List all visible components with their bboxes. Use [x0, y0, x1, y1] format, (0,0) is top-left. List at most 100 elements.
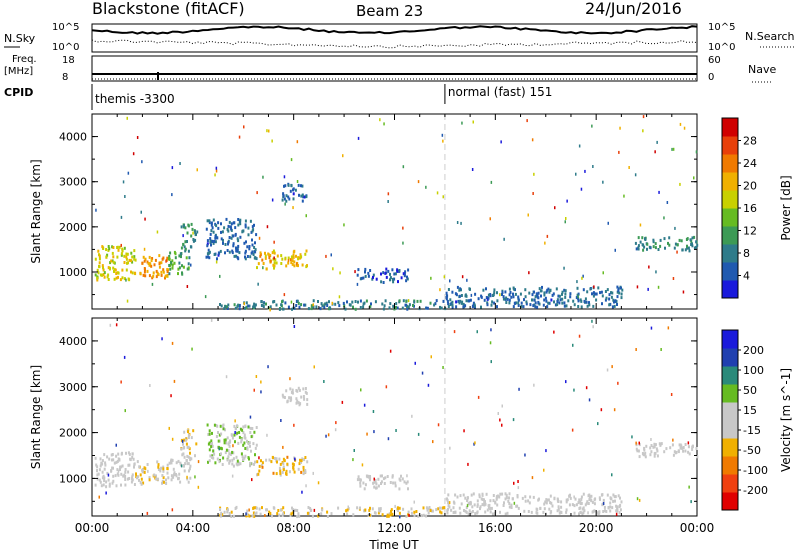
data-pixel	[639, 240, 642, 244]
data-pixel	[565, 500, 568, 504]
data-pixel	[171, 458, 174, 462]
data-pixel	[110, 259, 113, 263]
data-pixel	[307, 506, 310, 509]
data-pixel	[584, 503, 587, 507]
data-pixel	[127, 261, 129, 265]
data-pixel	[268, 510, 271, 514]
data-pixel	[131, 475, 134, 479]
data-pixel	[565, 304, 568, 308]
data-pixel	[160, 270, 163, 274]
data-pixel	[389, 481, 392, 484]
data-pixel	[489, 341, 492, 345]
data-pixel	[610, 291, 612, 295]
data-pixel	[216, 457, 219, 461]
data-pixel	[226, 458, 229, 462]
colorbar-tick-label: -100	[743, 464, 768, 477]
data-pixel	[302, 465, 305, 469]
data-pixel	[280, 419, 282, 422]
data-pixel	[616, 290, 619, 294]
data-pixel	[464, 509, 467, 513]
data-pixel	[381, 513, 384, 517]
data-pixel	[598, 496, 601, 500]
data-pixel	[558, 511, 561, 515]
data-pixel	[619, 496, 621, 500]
data-pixel	[443, 506, 446, 510]
data-pixel	[417, 180, 420, 184]
data-pixel	[362, 481, 365, 485]
colorbar-swatch	[722, 208, 738, 227]
data-pixel	[237, 441, 240, 445]
colorbar-swatch	[722, 190, 738, 209]
data-pixel	[225, 441, 228, 445]
data-pixel	[117, 452, 120, 456]
data-pixel	[115, 323, 118, 327]
data-pixel	[239, 235, 242, 239]
data-pixel	[187, 480, 190, 484]
data-pixel	[252, 506, 255, 510]
data-pixel	[165, 478, 167, 482]
data-pixel	[453, 501, 456, 505]
data-pixel	[577, 501, 580, 505]
data-pixel	[382, 477, 385, 481]
data-pixel	[123, 473, 126, 477]
data-pixel	[238, 435, 241, 439]
data-pixel	[480, 294, 483, 298]
data-pixel	[483, 503, 486, 507]
data-pixel	[170, 261, 172, 265]
data-pixel	[649, 453, 652, 457]
data-pixel	[155, 269, 158, 273]
data-pixel	[425, 306, 428, 310]
data-pixel	[552, 292, 555, 296]
data-pixel	[453, 330, 456, 334]
data-pixel	[220, 514, 222, 518]
data-pixel	[125, 278, 127, 282]
data-pixel	[419, 299, 422, 303]
data-pixel	[599, 497, 601, 501]
data-pixel	[156, 460, 159, 464]
data-pixel	[455, 300, 458, 304]
data-pixel	[691, 244, 694, 248]
data-pixel	[498, 495, 501, 499]
data-pixel	[296, 399, 299, 403]
data-pixel	[228, 236, 231, 239]
data-pixel	[320, 512, 323, 516]
freq-panel	[91, 55, 698, 82]
data-pixel	[530, 510, 533, 514]
data-pixel	[236, 424, 239, 428]
data-pixel	[545, 501, 548, 505]
data-pixel	[485, 296, 488, 299]
data-pixel	[512, 305, 515, 309]
data-pixel	[227, 229, 230, 233]
data-pixel	[231, 251, 234, 255]
data-pixel	[150, 264, 153, 268]
data-pixel	[646, 247, 648, 251]
x-tick-label: 00:00	[680, 521, 715, 535]
data-pixel	[195, 442, 198, 446]
data-pixel	[240, 452, 243, 456]
data-pixel	[179, 162, 181, 165]
data-pixel	[517, 480, 519, 483]
data-pixel	[232, 457, 235, 461]
data-pixel	[116, 255, 119, 259]
data-pixel	[374, 479, 377, 483]
data-pixel	[511, 497, 514, 501]
data-pixel	[658, 190, 660, 194]
data-pixel	[617, 287, 620, 291]
data-pixel	[611, 473, 613, 477]
data-pixel	[192, 238, 195, 241]
data-pixel	[133, 465, 135, 469]
data-pixel	[379, 118, 381, 122]
data-pixel	[351, 300, 354, 304]
data-pixel	[207, 251, 210, 255]
data-pixel	[591, 292, 593, 296]
data-pixel	[580, 495, 583, 499]
data-pixel	[244, 219, 247, 223]
data-pixel	[367, 271, 370, 275]
data-pixel	[227, 224, 230, 228]
data-pixel	[463, 509, 465, 512]
data-pixel	[146, 511, 149, 515]
data-pixel	[233, 433, 236, 437]
data-pixel	[140, 482, 143, 486]
x-tick-label: 12:00	[377, 521, 412, 535]
data-pixel	[545, 498, 548, 502]
